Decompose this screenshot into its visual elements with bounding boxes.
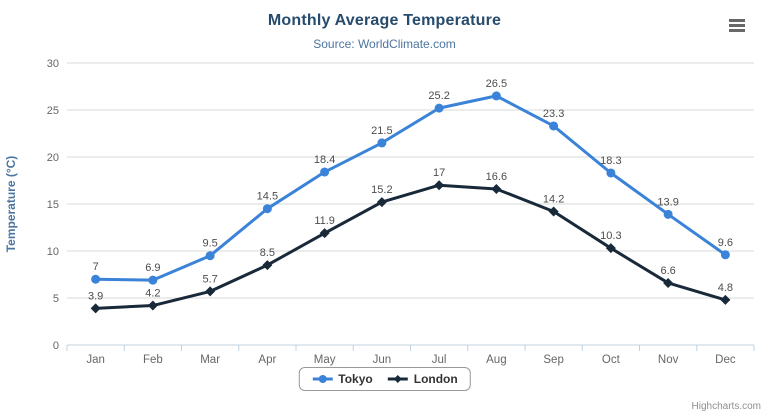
x-axis-category-label: Dec	[715, 354, 736, 366]
y-axis-tick-label: 30	[47, 58, 59, 70]
legend: Tokyo London	[298, 367, 471, 391]
data-point-london-aug[interactable]	[491, 183, 502, 194]
y-axis-tick-label: 20	[47, 152, 59, 164]
legend-label: London	[413, 372, 458, 386]
hamburger-icon	[729, 28, 745, 32]
x-axis-category-label: Sep	[543, 354, 563, 366]
chart-title: Monthly Average Temperature	[267, 12, 502, 29]
data-label: 9.6	[718, 237, 733, 249]
data-label: 16.6	[486, 171, 507, 183]
x-axis-category-label: Mar	[200, 354, 220, 366]
data-point-london-nov[interactable]	[663, 277, 674, 288]
legend-item-tokyo[interactable]: Tokyo	[311, 372, 373, 386]
x-axis-category-label: Jul	[432, 354, 447, 366]
data-label: 13.9	[657, 196, 678, 208]
data-label: 11.9	[314, 215, 335, 227]
data-point-tokyo-oct[interactable]	[606, 168, 616, 178]
data-label: 3.9	[88, 290, 103, 302]
data-label: 7	[93, 261, 99, 273]
data-label: 5.7	[202, 273, 217, 285]
x-axis-category-label: Nov	[658, 354, 679, 366]
data-label: 6.6	[660, 265, 675, 277]
data-label: 26.5	[486, 78, 507, 90]
x-axis-category-label: Jan	[86, 354, 105, 366]
data-point-london-may[interactable]	[319, 228, 330, 239]
data-label: 21.5	[371, 125, 392, 137]
data-label: 14.2	[543, 194, 564, 206]
london-series-marker-icon	[387, 375, 408, 383]
legend-label: Tokyo	[338, 372, 373, 386]
data-label: 25.2	[428, 90, 449, 102]
data-label: 23.3	[543, 108, 564, 120]
hamburger-icon	[729, 18, 745, 22]
y-axis-title: Temperature (°C)	[4, 156, 18, 253]
y-axis-tick-label: 25	[47, 105, 59, 117]
data-point-tokyo-apr[interactable]	[262, 204, 272, 214]
data-point-tokyo-jan[interactable]	[91, 274, 101, 284]
data-label: 9.5	[202, 238, 217, 250]
x-axis-category-label: Oct	[602, 354, 621, 366]
x-axis-category-label: Apr	[258, 354, 276, 366]
data-point-tokyo-aug[interactable]	[491, 91, 501, 101]
x-axis-category-label: May	[314, 354, 336, 366]
y-axis-tick-label: 15	[47, 199, 59, 211]
data-label: 15.2	[371, 184, 392, 196]
x-axis-category-label: Feb	[143, 354, 163, 366]
data-point-tokyo-feb[interactable]	[148, 275, 158, 285]
data-label: 18.4	[314, 154, 335, 166]
export-menu-button[interactable]	[725, 14, 749, 36]
credits-link[interactable]: Highcharts.com	[691, 401, 761, 412]
data-point-london-jun[interactable]	[376, 197, 387, 208]
series-line-london	[94, 183, 727, 310]
data-point-london-jul[interactable]	[434, 180, 445, 191]
data-label: 17	[433, 167, 445, 179]
data-label: 6.9	[145, 262, 160, 274]
data-point-tokyo-sep[interactable]	[549, 121, 559, 131]
data-label: 4.2	[145, 288, 160, 300]
data-point-tokyo-nov[interactable]	[663, 209, 673, 219]
data-point-tokyo-may[interactable]	[320, 167, 330, 177]
data-label: 14.5	[257, 191, 278, 203]
data-point-london-dec[interactable]	[720, 294, 731, 305]
hamburger-icon	[729, 23, 745, 27]
data-point-tokyo-jun[interactable]	[377, 138, 387, 148]
data-point-london-sep[interactable]	[548, 206, 559, 217]
data-label: 10.3	[600, 230, 621, 242]
y-axis-tick-label: 10	[47, 246, 59, 258]
data-point-tokyo-mar[interactable]	[205, 251, 215, 261]
chart-subtitle: Source: WorldClimate.com	[313, 37, 456, 51]
y-axis-tick-label: 5	[53, 293, 59, 305]
x-axis-category-label: Aug	[486, 354, 506, 366]
data-label: 8.5	[260, 247, 275, 259]
data-point-london-feb[interactable]	[147, 300, 158, 311]
data-point-london-jan[interactable]	[90, 303, 101, 314]
data-label: 4.8	[718, 282, 733, 294]
data-point-london-oct[interactable]	[605, 243, 616, 254]
y-axis-tick-label: 0	[53, 340, 59, 352]
data-label: 18.3	[600, 155, 621, 167]
data-point-tokyo-dec[interactable]	[720, 250, 730, 260]
series-line-tokyo	[94, 94, 727, 282]
data-point-london-mar[interactable]	[205, 286, 216, 297]
data-point-tokyo-jul[interactable]	[434, 103, 444, 113]
data-point-london-apr[interactable]	[262, 260, 273, 271]
tokyo-series-marker-icon	[312, 375, 333, 383]
x-axis-category-label: Jun	[373, 354, 392, 366]
legend-item-london[interactable]: London	[387, 372, 458, 386]
